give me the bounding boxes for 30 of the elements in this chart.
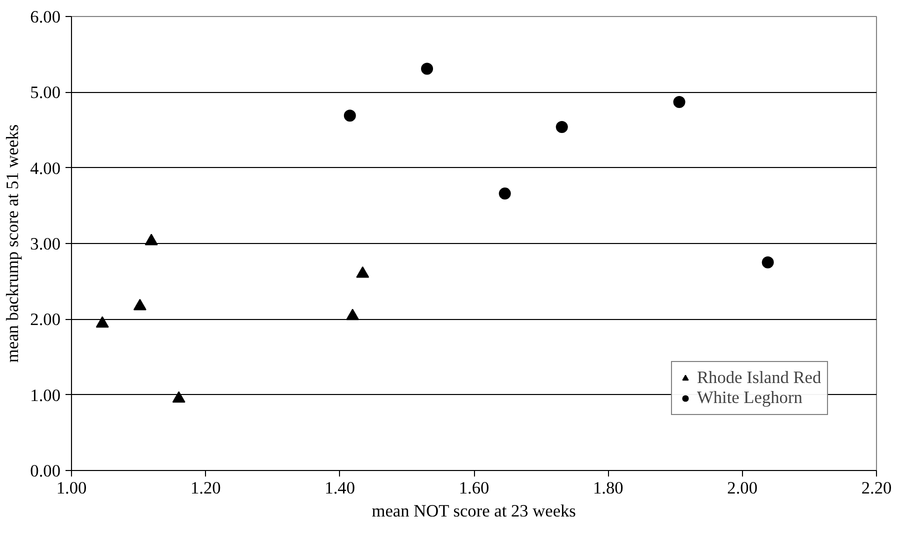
- point: [344, 110, 356, 122]
- y-tick-label: 0.00: [30, 462, 61, 480]
- x-tick-label: 2.20: [861, 478, 892, 498]
- x-tick-label: 1.80: [593, 478, 624, 498]
- point: [133, 298, 146, 310]
- point: [346, 308, 360, 320]
- y-tick-label: 5.00: [30, 83, 61, 102]
- legend-label: White Leghorn: [697, 388, 802, 408]
- y-tick-label: 3.00: [30, 234, 61, 254]
- x-axis-title: mean NOT score at 23 weeks: [372, 502, 576, 520]
- point: [144, 234, 158, 246]
- x-tick-label: 1.60: [458, 478, 490, 498]
- y-tick-label: 4.00: [30, 158, 61, 178]
- legend-label: Rhode Island Red: [697, 368, 822, 388]
- point: [762, 256, 774, 268]
- point: [498, 188, 511, 200]
- y-tick-label: 1.00: [30, 386, 61, 405]
- x-tick-label: 1.00: [56, 478, 87, 498]
- x-tick-label: 1.40: [324, 478, 355, 498]
- point: [172, 391, 186, 403]
- point: [556, 120, 568, 133]
- y-axis-title: mean backrump score at 51 weeks: [3, 124, 22, 363]
- point: [356, 266, 370, 278]
- x-tick-label: 1.20: [190, 478, 221, 498]
- point: [96, 316, 109, 328]
- x-tick-label: 2.00: [727, 478, 758, 498]
- point: [673, 96, 686, 108]
- y-tick-label: 2.00: [30, 310, 61, 330]
- y-tick-label: 6.00: [30, 8, 61, 26]
- point: [421, 62, 434, 75]
